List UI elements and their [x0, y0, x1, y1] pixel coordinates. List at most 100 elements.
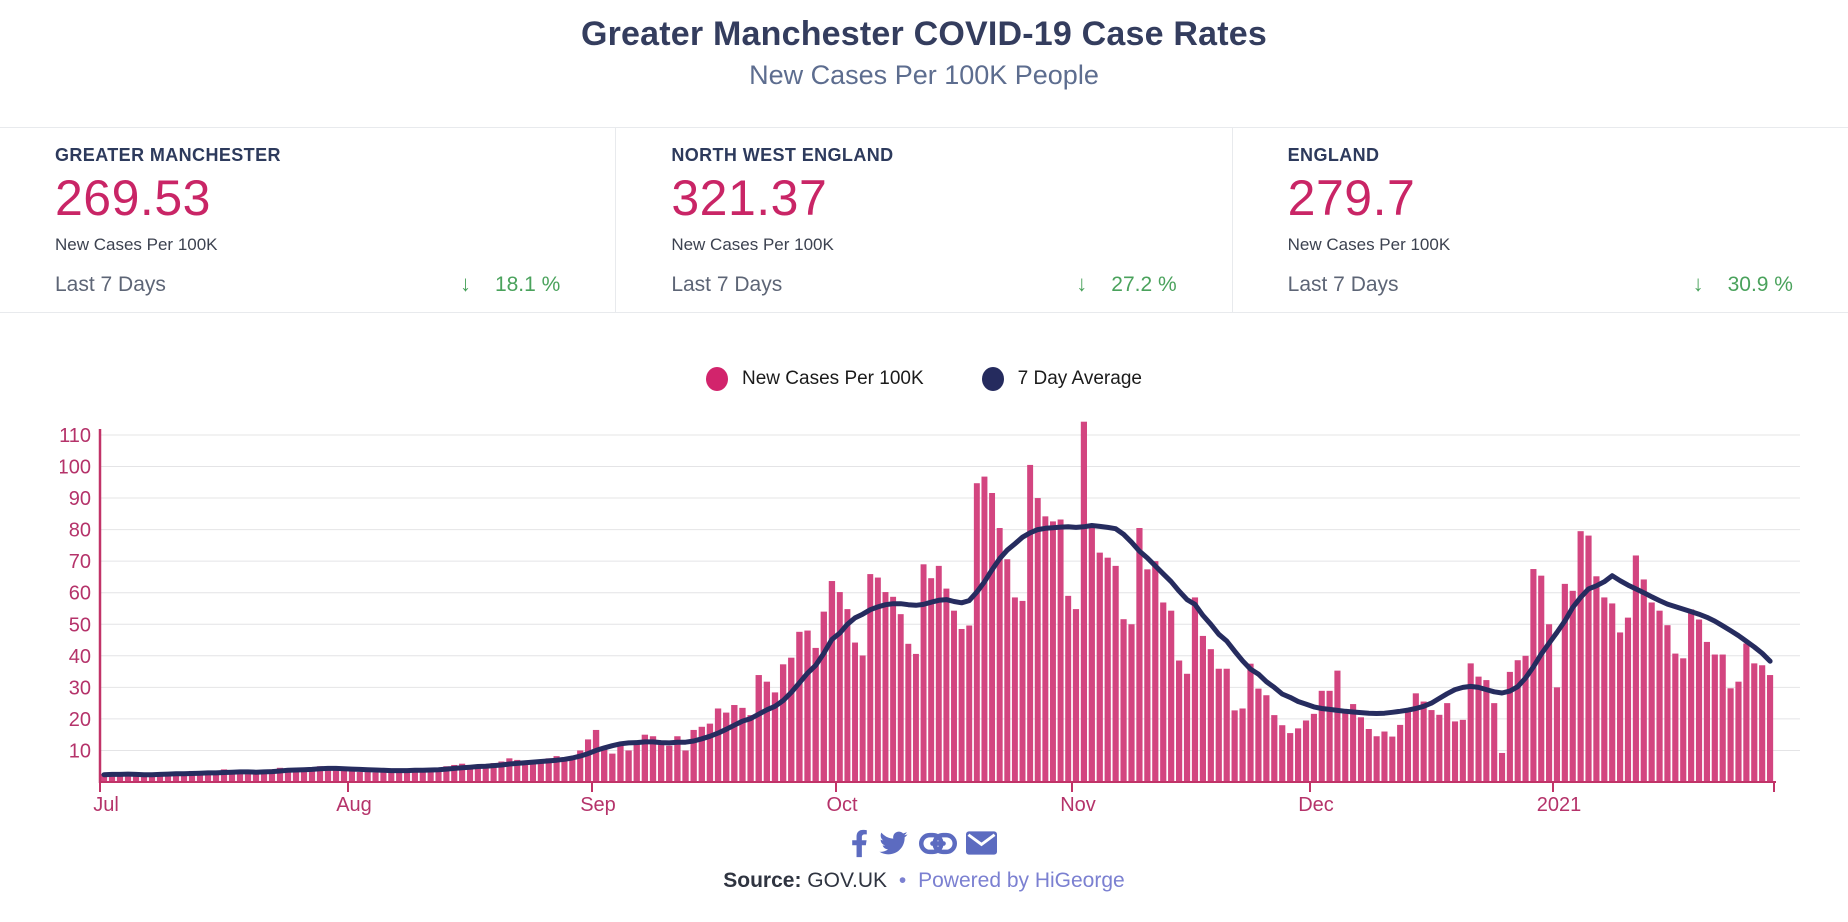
case-bar — [348, 769, 356, 782]
case-bar — [641, 734, 649, 782]
case-bar — [1255, 688, 1262, 782]
case-bar — [1183, 673, 1191, 782]
case-bar — [1011, 597, 1018, 782]
case-bar — [755, 675, 762, 782]
y-tick-label: 30 — [69, 677, 91, 699]
chart-legend: New Cases Per 100K 7 Day Average — [0, 367, 1848, 391]
case-bar — [164, 773, 172, 782]
case-bar — [292, 770, 300, 782]
case-bar — [284, 769, 292, 782]
link-icon[interactable] — [919, 832, 957, 855]
case-bar — [1334, 670, 1341, 782]
y-tick-label: 60 — [69, 583, 91, 605]
case-bar — [1199, 635, 1206, 782]
stat-card-change: ↓ 27.2 % — [1076, 271, 1176, 297]
case-bar — [212, 770, 220, 782]
case-bar — [666, 745, 673, 782]
y-tick-label: 50 — [69, 614, 91, 636]
case-bar — [633, 740, 640, 783]
case-bar — [466, 765, 474, 782]
case-bar — [1144, 569, 1151, 782]
chart-area: 10 20 30 40 50 60 70 80 90 100 110 Jul Aug Sep Oct Nov D… — [0, 415, 1848, 835]
case-bar — [890, 596, 897, 782]
case-bar — [372, 772, 379, 782]
case-bar — [1648, 602, 1655, 782]
stat-card-greater-manchester: GREATER MANCHESTER 269.53 New Cases Per … — [0, 128, 615, 312]
twitter-icon[interactable] — [877, 829, 910, 857]
stat-card-metric-label: New Cases Per 100K — [1287, 235, 1451, 254]
case-bar — [601, 747, 608, 782]
case-bar — [657, 744, 665, 782]
case-bar — [973, 483, 980, 782]
powered-by-link[interactable]: Powered by HiGeorge — [918, 869, 1125, 892]
case-bar — [340, 767, 348, 782]
case-bar — [1050, 521, 1056, 782]
case-bar — [1247, 663, 1254, 782]
case-bar — [1530, 569, 1537, 782]
case-bar — [1191, 597, 1199, 782]
case-bar — [236, 772, 244, 782]
email-icon[interactable] — [966, 831, 997, 855]
footer: Source: GOV.UK • Powered by HiGeorge — [0, 869, 1848, 893]
stat-card-value: 269.53 — [55, 170, 211, 226]
case-bar — [1152, 561, 1159, 782]
y-tick-label: 10 — [69, 740, 91, 762]
case-bar — [723, 712, 730, 782]
facebook-icon[interactable] — [851, 828, 868, 859]
case-bar — [100, 774, 108, 782]
stat-card-period-row: Last 7 Days ↓ 27.2 % — [671, 271, 1176, 297]
case-bar — [316, 766, 324, 782]
case-bar — [731, 705, 738, 782]
case-bar — [108, 775, 116, 782]
case-bar — [779, 664, 787, 782]
seven-day-average-line — [101, 523, 1773, 778]
case-bar — [1735, 681, 1742, 782]
spacer — [671, 255, 1176, 261]
case-bar — [928, 578, 935, 782]
stat-card-change: ↓ 30.9 % — [1693, 271, 1793, 297]
case-bar — [698, 726, 705, 782]
case-bar — [180, 772, 188, 782]
case-bar — [332, 769, 340, 782]
legend-item-cases: New Cases Per 100K — [706, 367, 924, 391]
case-bar — [474, 766, 481, 782]
case-bar — [1239, 708, 1246, 782]
stat-card-period-label: Last 7 Days — [1287, 273, 1399, 296]
case-bar — [788, 657, 795, 782]
case-bar — [537, 760, 544, 782]
x-tick-label: Dec — [1298, 794, 1334, 816]
case-bar — [1664, 625, 1671, 782]
case-bar — [268, 769, 276, 782]
y-tick-label: 90 — [69, 488, 91, 510]
legend-label: 7 Day Average — [1017, 368, 1142, 389]
case-bar — [625, 750, 632, 782]
case-bar — [514, 759, 521, 782]
case-bar — [1223, 668, 1230, 782]
stat-card-region: NORTH WEST ENGLAND — [671, 145, 894, 165]
case-bar — [1711, 654, 1718, 782]
case-bar — [1624, 617, 1632, 782]
case-bar — [459, 763, 466, 782]
case-bar — [739, 707, 746, 782]
case-bar — [1112, 565, 1119, 782]
case-bar — [674, 736, 681, 782]
case-bar — [584, 739, 592, 782]
case-bar — [356, 771, 363, 782]
case-bar — [1279, 725, 1286, 782]
case-bar — [1160, 602, 1167, 782]
case-bar — [1168, 610, 1175, 782]
case-bar — [1695, 619, 1703, 782]
case-bar — [1096, 552, 1103, 782]
case-bar — [867, 574, 874, 782]
case-bar — [690, 729, 697, 782]
case-bar — [388, 770, 395, 782]
x-tick-label: Jul — [93, 794, 119, 816]
footer-separator: • — [898, 869, 907, 892]
social-share — [0, 823, 1848, 863]
case-bar — [260, 770, 268, 782]
case-bar — [1389, 736, 1396, 782]
case-bar — [1656, 610, 1663, 782]
case-bar — [1601, 597, 1608, 782]
stat-card-change-value: 18.1 % — [494, 273, 561, 296]
case-bar — [1688, 609, 1695, 782]
